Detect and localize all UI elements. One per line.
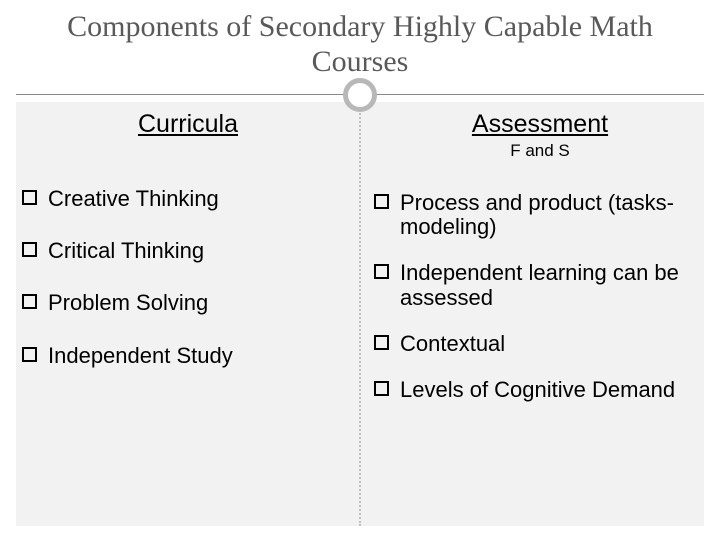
right-item-list: Process and product (tasks-modeling) Ind… [374,191,706,402]
left-heading: Curricula [22,106,354,139]
list-item: Problem Solving [22,291,354,315]
list-item: Independent Study [22,344,354,368]
item-text: Critical Thinking [48,238,204,263]
slide-title: Components of Secondary Highly Capable M… [0,0,720,79]
list-item: Critical Thinking [22,239,354,263]
list-item: Levels of Cognitive Demand [374,378,706,402]
checkbox-icon [374,335,389,350]
checkbox-icon [374,381,389,396]
list-item: Creative Thinking [22,187,354,211]
item-text: Independent Study [48,343,233,368]
left-item-list: Creative Thinking Critical Thinking Prob… [22,187,354,368]
right-subheading: F and S [374,141,706,161]
checkbox-icon [22,294,37,309]
left-column: Curricula Creative Thinking Critical Thi… [22,106,354,522]
checkbox-icon [22,190,37,205]
right-column: Assessment F and S Process and product (… [374,106,706,522]
list-item: Contextual [374,332,706,356]
checkbox-icon [374,194,389,209]
item-text: Creative Thinking [48,186,219,211]
column-divider [359,102,361,526]
right-heading: Assessment [374,106,706,139]
item-text: Levels of Cognitive Demand [400,377,675,402]
list-item: Independent learning can be assessed [374,261,706,309]
checkbox-icon [374,264,389,279]
item-text: Problem Solving [48,290,208,315]
checkbox-icon [22,242,37,257]
slide: Components of Secondary Highly Capable M… [0,0,720,540]
title-circle-decor [343,78,377,112]
item-text: Contextual [400,331,505,356]
item-text: Process and product (tasks-modeling) [400,190,674,239]
item-text: Independent learning can be assessed [400,260,679,309]
checkbox-icon [22,347,37,362]
list-item: Process and product (tasks-modeling) [374,191,706,239]
